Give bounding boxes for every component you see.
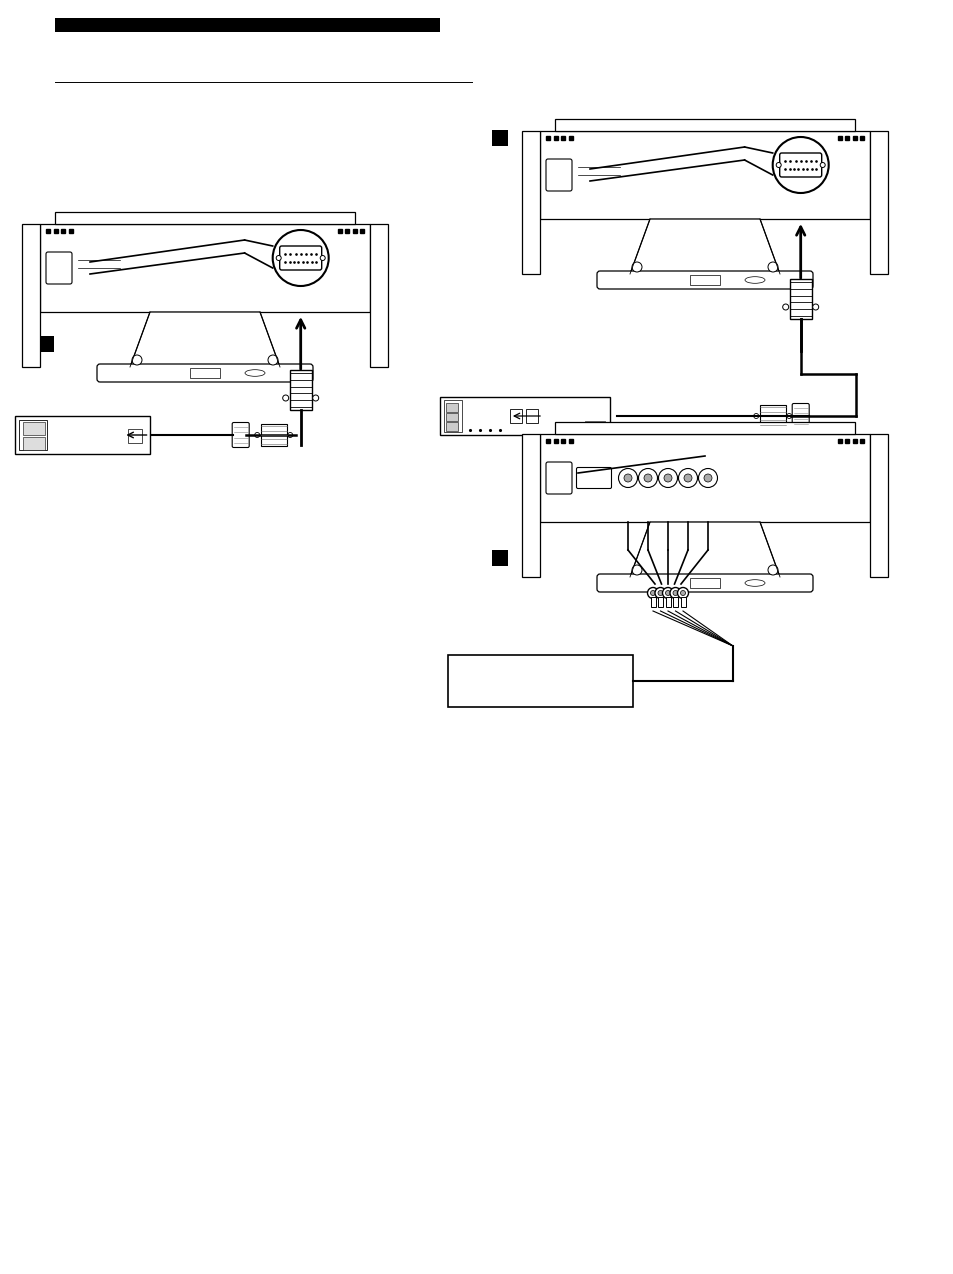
FancyBboxPatch shape — [597, 271, 812, 289]
Bar — [539, 434, 869, 522]
FancyBboxPatch shape — [279, 246, 321, 270]
Circle shape — [772, 138, 828, 192]
Circle shape — [320, 256, 325, 260]
Circle shape — [658, 591, 662, 595]
Circle shape — [703, 474, 711, 482]
Circle shape — [288, 432, 293, 437]
Bar — [521, 131, 539, 274]
Bar — [446, 403, 457, 412]
Bar — [23, 437, 45, 450]
Circle shape — [638, 469, 657, 488]
FancyBboxPatch shape — [545, 462, 572, 494]
Bar — [446, 413, 457, 422]
Bar — [23, 422, 45, 434]
Bar — [869, 131, 887, 274]
Circle shape — [663, 474, 671, 482]
Bar — [658, 598, 662, 606]
Polygon shape — [629, 219, 780, 274]
Circle shape — [254, 432, 259, 437]
Ellipse shape — [744, 276, 764, 283]
Circle shape — [658, 469, 677, 488]
Bar — [492, 130, 507, 147]
Bar — [446, 423, 457, 431]
Ellipse shape — [245, 369, 265, 376]
Bar — [128, 429, 141, 443]
Bar — [689, 275, 720, 285]
FancyBboxPatch shape — [597, 575, 812, 592]
Circle shape — [282, 395, 289, 401]
Circle shape — [643, 474, 651, 482]
Bar — [510, 409, 521, 423]
Bar — [14, 417, 150, 454]
Circle shape — [753, 414, 758, 418]
Circle shape — [313, 395, 318, 401]
Bar — [40, 224, 370, 312]
FancyBboxPatch shape — [545, 159, 572, 191]
Bar — [789, 279, 811, 318]
Bar — [521, 434, 539, 577]
Circle shape — [669, 587, 680, 599]
Bar — [555, 118, 854, 131]
Circle shape — [679, 591, 685, 595]
FancyBboxPatch shape — [46, 252, 71, 284]
Bar — [665, 598, 670, 606]
FancyBboxPatch shape — [97, 364, 313, 382]
Circle shape — [672, 591, 678, 595]
Circle shape — [698, 469, 717, 488]
Circle shape — [276, 256, 281, 260]
Circle shape — [683, 474, 691, 482]
Ellipse shape — [744, 580, 764, 586]
Circle shape — [655, 587, 665, 599]
Bar — [443, 400, 461, 432]
Bar — [290, 369, 312, 410]
Circle shape — [781, 304, 788, 310]
Bar — [18, 420, 47, 450]
Circle shape — [268, 355, 277, 364]
Polygon shape — [130, 312, 280, 367]
Polygon shape — [629, 522, 780, 577]
Circle shape — [618, 469, 637, 488]
Circle shape — [820, 163, 824, 167]
Bar — [492, 550, 507, 566]
Bar — [869, 434, 887, 577]
Circle shape — [678, 469, 697, 488]
Circle shape — [665, 591, 670, 595]
Bar — [539, 131, 869, 219]
Circle shape — [650, 591, 655, 595]
Bar — [448, 655, 633, 707]
Bar — [679, 598, 685, 606]
FancyBboxPatch shape — [576, 468, 611, 488]
Circle shape — [631, 262, 641, 273]
Bar — [759, 405, 785, 427]
Bar — [22, 224, 40, 367]
Bar — [525, 409, 537, 423]
Circle shape — [631, 564, 641, 575]
FancyBboxPatch shape — [791, 404, 808, 428]
Circle shape — [273, 231, 329, 285]
Bar — [439, 397, 609, 434]
Circle shape — [776, 163, 781, 167]
FancyBboxPatch shape — [232, 423, 249, 447]
Bar — [55, 18, 439, 32]
Circle shape — [132, 355, 142, 364]
Bar — [555, 422, 854, 434]
Circle shape — [767, 564, 778, 575]
Bar — [190, 368, 220, 378]
Bar — [672, 598, 678, 606]
Circle shape — [767, 262, 778, 273]
Circle shape — [812, 304, 818, 310]
Bar — [38, 336, 54, 352]
Circle shape — [677, 587, 688, 599]
Circle shape — [661, 587, 673, 599]
FancyBboxPatch shape — [779, 153, 821, 177]
Bar — [584, 420, 604, 431]
Circle shape — [623, 474, 631, 482]
Bar — [650, 598, 655, 606]
Circle shape — [786, 414, 791, 418]
Bar — [370, 224, 388, 367]
Bar — [260, 424, 287, 446]
Circle shape — [647, 587, 658, 599]
Bar — [689, 578, 720, 589]
Bar — [55, 211, 355, 224]
